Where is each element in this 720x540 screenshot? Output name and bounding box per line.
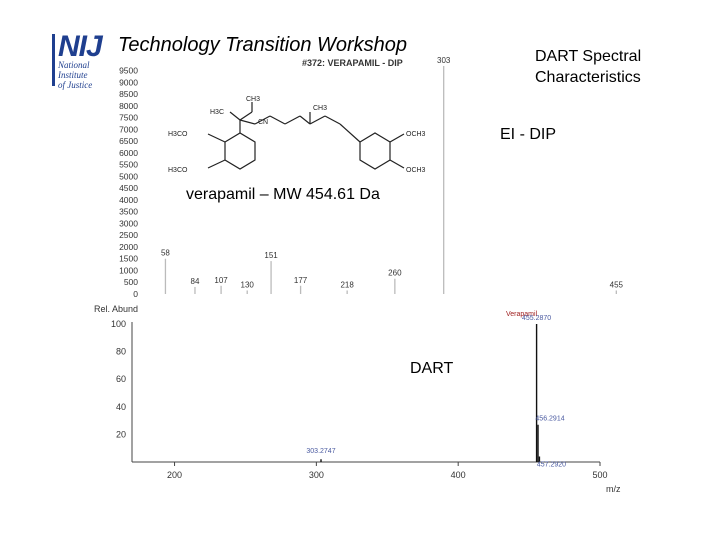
ei-peak-label: 130	[241, 280, 255, 289]
ei-peak-label: 84	[191, 277, 200, 286]
ei-peak-label: 58	[161, 249, 170, 258]
group-h3co-top: H3CO	[168, 131, 188, 138]
group-och3-bottom: OCH3	[406, 167, 426, 174]
dart-peak-label: 303.2747	[306, 448, 335, 455]
dart-xtick-3: 500	[592, 470, 607, 480]
logo-sub-3: of Justice	[58, 80, 93, 90]
dart-x-label: m/z	[606, 484, 621, 494]
ei-peak-label: 218	[340, 280, 354, 289]
ei-ytick-17: 8500	[119, 89, 138, 99]
dart-ytick-3: 80	[116, 347, 126, 357]
dart-spectrum-chart: Rel. Abund m/z Verapamil 20 40 60 80 100 200…	[94, 304, 621, 494]
ei-ytick-1: 500	[124, 277, 138, 287]
side-title: DART Spectral Characteristics	[535, 46, 641, 88]
ei-peak-label: 303	[437, 56, 451, 65]
ei-peak-label: 455	[610, 280, 624, 289]
dart-ytick-0: 20	[116, 429, 126, 439]
ei-ytick-3: 1500	[119, 254, 138, 264]
ei-ytick-14: 7000	[119, 124, 138, 134]
group-h3co-bottom: H3CO	[168, 167, 188, 174]
ei-ytick-0: 0	[133, 289, 138, 298]
molecule-caption: verapamil – MW 454.61 Da	[186, 186, 380, 203]
ei-chart-title: #372: VERAPAMIL - DIP	[302, 58, 403, 68]
ei-ytick-15: 7500	[119, 113, 138, 123]
nij-logo: NIJ National Institute of Justice	[52, 30, 112, 92]
logo-bar	[52, 34, 55, 86]
dart-xtick-2: 400	[451, 470, 466, 480]
group-h3c: H3C	[210, 109, 224, 116]
benzene-ring-right	[359, 132, 391, 170]
ei-ytick-10: 5000	[119, 171, 138, 181]
ei-ytick-2: 1000	[119, 265, 138, 275]
dart-legend: Verapamil	[506, 311, 538, 318]
ei-ytick-13: 6500	[119, 136, 138, 146]
dart-peak-label: 457.2920	[537, 461, 566, 468]
logo-sub-2: Institute	[58, 70, 88, 80]
group-och3-top: OCH3	[406, 131, 426, 138]
side-title-line-2: Characteristics	[535, 69, 641, 86]
side-title-line-1: DART Spectral	[535, 48, 642, 65]
group-ch3-n: CH3	[313, 105, 327, 112]
dart-xtick-1: 300	[309, 470, 324, 480]
benzene-ring-left	[224, 132, 256, 170]
verapamil-structure: CH3 H3C CN CH3 H3CO H3CO OCH3 OCH3	[168, 96, 426, 174]
dart-xtick-0: 200	[167, 470, 182, 480]
ei-ytick-11: 5500	[119, 160, 138, 170]
logo-sub-1: National	[58, 60, 90, 70]
ei-ytick-12: 6000	[119, 148, 138, 158]
ei-ytick-5: 2500	[119, 230, 138, 240]
group-cn: CN	[258, 119, 268, 126]
ei-ytick-9: 4500	[119, 183, 138, 193]
dart-ytick-2: 60	[116, 374, 126, 384]
ei-ytick-19: 9500	[119, 66, 138, 76]
ei-ytick-18: 9000	[119, 77, 138, 87]
ei-ytick-16: 8000	[119, 101, 138, 111]
dart-label: DART	[410, 360, 454, 377]
dart-peak-label: 455.2870	[522, 315, 551, 322]
ei-dip-label: EI - DIP	[500, 126, 557, 143]
ei-peak-label: 260	[388, 269, 402, 278]
ei-peak-label: 177	[294, 276, 308, 285]
ei-peak-label: 151	[264, 251, 278, 260]
dart-ytick-1: 40	[116, 402, 126, 412]
dart-y-label: Rel. Abund	[94, 304, 138, 314]
ei-ytick-6: 3000	[119, 218, 138, 228]
dart-peak-label: 456.2914	[535, 416, 564, 423]
ei-peak-label: 107	[214, 276, 228, 285]
ei-spectrum-chart: 0500100015002000250030003500400045005000…	[119, 56, 624, 298]
ei-ytick-8: 4000	[119, 195, 138, 205]
header-title: Technology Transition Workshop	[118, 34, 408, 56]
group-ch3-top: CH3	[246, 96, 260, 103]
dart-ytick-4: 100	[111, 319, 126, 329]
logo-text: NIJ	[58, 30, 103, 63]
ei-ytick-7: 3500	[119, 207, 138, 217]
ei-ytick-4: 2000	[119, 242, 138, 252]
